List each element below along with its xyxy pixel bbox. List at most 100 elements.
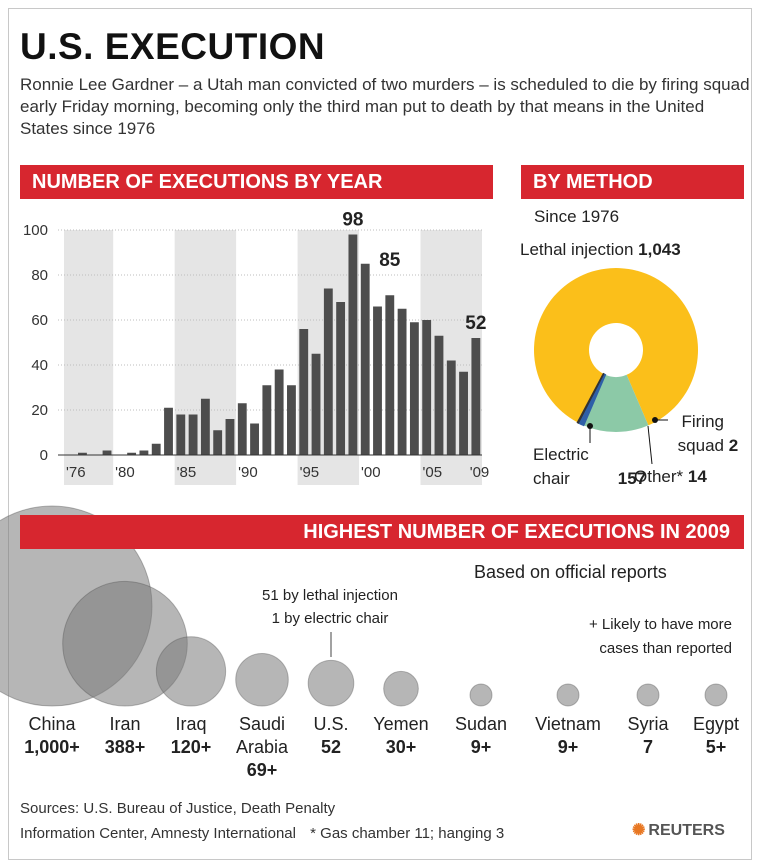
country-value: 69+ [246, 760, 278, 780]
sources-note: Sources: U.S. Bureau of Justice, Death P… [20, 796, 640, 846]
bar-1987 [200, 398, 210, 455]
y-tick-label: 60 [31, 312, 48, 329]
bar-1982 [139, 450, 149, 455]
bar-1977 [78, 452, 87, 455]
other-value: 14 [687, 467, 707, 486]
country-label: Yemen 30+ [351, 713, 451, 759]
bar-2000 [360, 263, 370, 455]
country-value: 120+ [170, 737, 212, 757]
country-value: 388+ [104, 737, 146, 757]
section-header-2009: HIGHEST NUMBER OF EXECUTIONS IN 2009 [20, 515, 744, 549]
bar-1989 [225, 419, 235, 455]
label-firing-squad: Firing squad 2 [648, 410, 739, 458]
x-tick-label: '00 [361, 464, 381, 481]
section-header-by-method: BY METHOD [521, 165, 744, 199]
x-tick-label: '95 [300, 464, 320, 481]
bubble-sudan [469, 683, 493, 707]
country-value: 9+ [557, 737, 579, 757]
firing-value: 2 [728, 436, 739, 455]
lethal-value: 1,043 [638, 240, 681, 259]
lethal-name: Lethal injection [520, 240, 634, 259]
us-note-line1: 51 by lethal injection [262, 587, 398, 604]
y-tick-label: 80 [31, 267, 48, 284]
x-tick-label: '90 [238, 464, 258, 481]
reuters-mark-icon: ✺ [632, 822, 646, 839]
country-label: Saudi Arabia 69+ [212, 713, 312, 782]
us-note-line2: 1 by electric chair [271, 610, 389, 627]
country-name: Iran [109, 714, 141, 734]
country-name: Iraq [175, 714, 207, 734]
bar-1986 [188, 414, 198, 455]
bar-1984 [164, 407, 173, 455]
plus-note-line1: + Likely to have more [589, 616, 732, 633]
method-subtitle: Since 1976 [534, 207, 620, 226]
bubble-us [307, 659, 355, 707]
bar-value-label: 85 [379, 250, 401, 271]
bar-1998 [336, 302, 346, 455]
sources-line1: Sources: U.S. Bureau of Justice, Death P… [20, 800, 336, 817]
slice-firing-squad [576, 372, 605, 424]
bar-2002 [385, 295, 395, 455]
country-value: 9+ [470, 737, 492, 757]
x-tick-label: '76 [66, 464, 86, 481]
country-label: Iran 388+ [75, 713, 175, 759]
year-band-shade [64, 230, 114, 485]
country-name: Syria [627, 714, 669, 734]
y-tick-label: 100 [23, 222, 48, 239]
bar-1997 [323, 288, 333, 455]
bar-1992 [262, 385, 272, 455]
electric-name: Electric chair [533, 445, 589, 488]
bar-value-label: 52 [465, 313, 486, 334]
country-label: Vietnam 9+ [518, 713, 618, 759]
bar-1996 [311, 353, 321, 455]
country-name: Arabia [235, 737, 289, 757]
us-note: 51 by lethal injection 1 by electric cha… [230, 584, 430, 630]
bar-1999 [348, 234, 358, 455]
country-name: Saudi [238, 714, 286, 734]
bar-1988 [213, 430, 223, 455]
plus-note-line2: cases than reported [599, 640, 732, 657]
country-value: 5+ [705, 737, 727, 757]
country-label: U.S. 52 [281, 713, 381, 759]
bubble-egypt [704, 683, 728, 707]
country-value: 1,000+ [24, 737, 80, 757]
x-tick-label: '80 [115, 464, 135, 481]
bubble-yemen [383, 670, 419, 707]
page-title: U.S. EXECUTION [20, 26, 326, 67]
bar-2008 [459, 371, 468, 455]
x-tick-label: '09 [470, 464, 490, 481]
country-name: China [28, 714, 76, 734]
sources-line2-text: Information Center, Amnesty Internationa… [20, 825, 296, 842]
bar-2009 [471, 338, 481, 455]
electric-value: 157 [617, 469, 647, 488]
bar-1990 [237, 403, 247, 455]
country-name: Vietnam [535, 714, 601, 734]
bar-1985 [176, 414, 186, 455]
bubble-syria [636, 683, 660, 707]
bar-2001 [373, 306, 382, 455]
label-lethal-injection: Lethal injection 1,043 [520, 240, 681, 260]
country-label: Sudan 9+ [431, 713, 531, 759]
y-tick-label: 20 [31, 402, 48, 419]
slice-lethal-injection [533, 268, 698, 426]
bubble-subtitle: Based on official reports [474, 562, 667, 582]
country-value: 7 [642, 737, 653, 757]
x-tick-label: '05 [423, 464, 443, 481]
country-label: China 1,000+ [2, 713, 102, 759]
bar-1981 [127, 452, 137, 455]
x-tick-label: '85 [177, 464, 197, 481]
bar-1995 [299, 329, 309, 455]
bar-2003 [397, 308, 407, 455]
bubble-vietnam [556, 683, 580, 707]
reuters-logo: ✺ REUTERS [632, 820, 725, 840]
country-name: U.S. [313, 714, 349, 734]
bar-value-label: 98 [342, 210, 363, 231]
country-value: 30+ [385, 737, 417, 757]
bubble-iraq [155, 636, 227, 707]
y-tick-label: 0 [40, 447, 48, 464]
country-value: 52 [320, 737, 342, 757]
bar-2005 [422, 320, 432, 455]
footnote: * Gas chamber 11; hanging 3 [310, 825, 505, 842]
bar-2004 [409, 322, 419, 455]
